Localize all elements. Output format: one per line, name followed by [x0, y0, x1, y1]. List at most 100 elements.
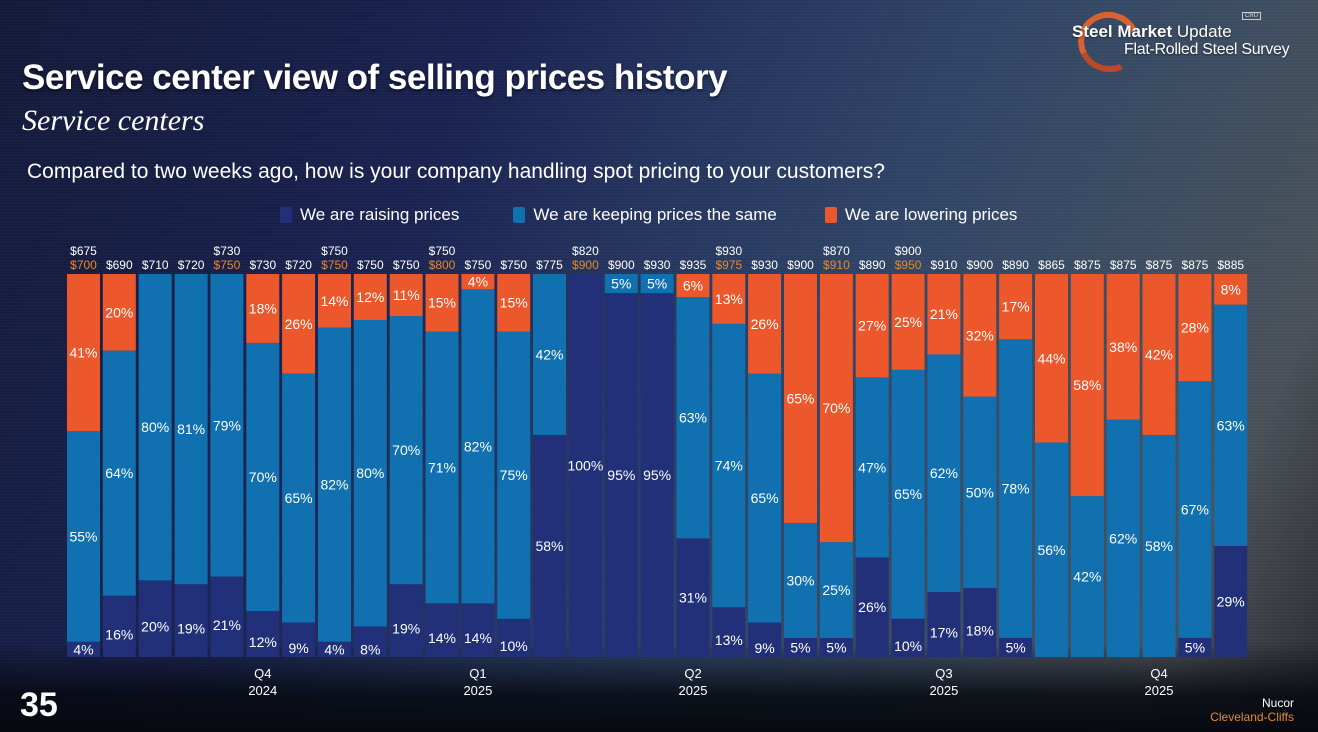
- x-axis-year-label: 2025: [679, 683, 708, 698]
- data-label-raising: 10%: [894, 638, 922, 654]
- data-label-same: 70%: [249, 469, 277, 485]
- bar-segment-same: [533, 274, 566, 435]
- bar-segment-lowering: [318, 274, 351, 328]
- data-label-same: 63%: [1217, 417, 1245, 433]
- data-label-raising: 10%: [500, 638, 528, 654]
- data-label-same: 25%: [822, 582, 850, 598]
- data-label-lowering: 6%: [683, 278, 703, 294]
- data-label-raising: 18%: [966, 623, 994, 639]
- bar-segment-same: [676, 297, 710, 539]
- data-label-raising: 17%: [930, 624, 958, 640]
- bar-segment-raising: [67, 641, 100, 657]
- bar-segment-raising: [963, 588, 997, 657]
- data-label-same: 47%: [858, 459, 886, 475]
- price-label-nucor: $930: [751, 258, 778, 272]
- bar-segment-same: [748, 373, 782, 623]
- bar-segment-raising: [138, 580, 172, 657]
- price-label-nucor: $935: [680, 258, 707, 272]
- bar-segment-same: [1214, 304, 1248, 546]
- data-label-same: 65%: [285, 490, 313, 506]
- data-label-raising: 31%: [679, 590, 707, 606]
- bar-segment-same: [712, 323, 746, 608]
- price-label-cleveland-cliffs: $700: [70, 258, 97, 272]
- bar-segment-raising: [784, 637, 817, 657]
- data-label-same: 71%: [428, 459, 456, 475]
- price-label-nucor: $930: [644, 258, 671, 272]
- bar-segment-same: [102, 350, 136, 596]
- bar-segment-lowering: [102, 274, 136, 351]
- data-label-same: 78%: [1002, 481, 1030, 497]
- bar-segment-lowering: [748, 274, 782, 374]
- data-label-lowering: 42%: [1145, 346, 1173, 362]
- data-label-lowering: 14%: [320, 293, 348, 309]
- data-label-lowering: 18%: [249, 301, 277, 317]
- bar-segment-lowering: [712, 274, 746, 324]
- bar-segment-same: [927, 354, 961, 592]
- price-label-nucor: $750: [429, 244, 456, 258]
- price-label-nucor: $720: [178, 258, 205, 272]
- price-label-nucor: $870: [823, 244, 850, 258]
- data-label-raising: 19%: [392, 621, 420, 637]
- price-label-nucor: $750: [357, 258, 384, 272]
- bar-segment-lowering: [461, 274, 495, 290]
- data-label-raising: 5%: [1005, 639, 1025, 655]
- data-label-lowering: 21%: [930, 306, 958, 322]
- bar-segment-raising: [461, 603, 495, 657]
- price-label-nucor: $875: [1146, 258, 1173, 272]
- price-label-cleveland-cliffs: $900: [572, 258, 599, 272]
- data-label-lowering: 70%: [822, 400, 850, 416]
- bar-segment-raising: [891, 618, 925, 657]
- bar-segment-same: [389, 316, 423, 585]
- data-label-same: 64%: [105, 465, 133, 481]
- price-label-nucor: $900: [787, 258, 814, 272]
- bar-segment-lowering: [1214, 274, 1248, 305]
- bar-segment-same: [425, 331, 459, 604]
- bar-segment-same: [67, 431, 100, 642]
- data-label-raising: 5%: [790, 639, 810, 655]
- price-label-cleveland-cliffs: $750: [321, 258, 348, 272]
- data-label-raising: 58%: [535, 538, 563, 554]
- bar-segment-raising: [210, 576, 244, 657]
- cru-badge: CRU: [1242, 12, 1261, 20]
- bar-segment-raising: [927, 591, 961, 657]
- data-label-raising: 20%: [141, 619, 169, 635]
- bar-segment-same: [353, 320, 387, 627]
- bar-segment-raising: [712, 607, 746, 657]
- bar-segment-raising: [246, 611, 280, 657]
- bar-segment-raising: [353, 626, 387, 657]
- bar-segment-raising: [425, 603, 459, 657]
- bar-segment-raising: [533, 434, 566, 657]
- price-label-nucor: $890: [859, 258, 886, 272]
- data-label-raising: 26%: [858, 599, 886, 615]
- data-label-same: 50%: [966, 484, 994, 500]
- price-label-nucor: $865: [1038, 258, 1065, 272]
- bar-segment-same: [210, 274, 244, 577]
- bar-segment-same: [318, 327, 351, 642]
- price-label-nucor: $750: [500, 258, 527, 272]
- data-label-raising: 5%: [1185, 639, 1205, 655]
- data-label-raising: 100%: [567, 458, 603, 474]
- data-label-lowering: 15%: [500, 295, 528, 311]
- x-axis-quarter-label: Q4: [1150, 666, 1167, 681]
- bar-segment-same: [461, 289, 495, 604]
- bar-segment-same: [1070, 496, 1104, 657]
- bar-segment-raising: [1178, 637, 1212, 657]
- data-label-raising: 19%: [177, 621, 205, 637]
- data-label-same: 30%: [786, 572, 814, 588]
- price-label-nucor: $930: [715, 244, 742, 258]
- data-label-lowering: 13%: [715, 291, 743, 307]
- data-label-same: 80%: [356, 465, 384, 481]
- bar-segment-same: [855, 377, 889, 558]
- bar-segment-lowering: [282, 274, 316, 374]
- bar-segment-raising: [318, 641, 351, 657]
- bar-segment-lowering: [353, 274, 387, 320]
- legend-swatch-raising: [280, 207, 292, 223]
- bar-segment-same: [497, 331, 531, 619]
- price-label-nucor: $900: [608, 258, 635, 272]
- data-label-raising: 21%: [213, 617, 241, 633]
- data-label-same: 81%: [177, 421, 205, 437]
- price-label-nucor: $750: [465, 258, 492, 272]
- data-label-raising: 12%: [249, 634, 277, 650]
- bar-segment-lowering: [819, 274, 853, 543]
- data-label-raising: 9%: [288, 640, 308, 656]
